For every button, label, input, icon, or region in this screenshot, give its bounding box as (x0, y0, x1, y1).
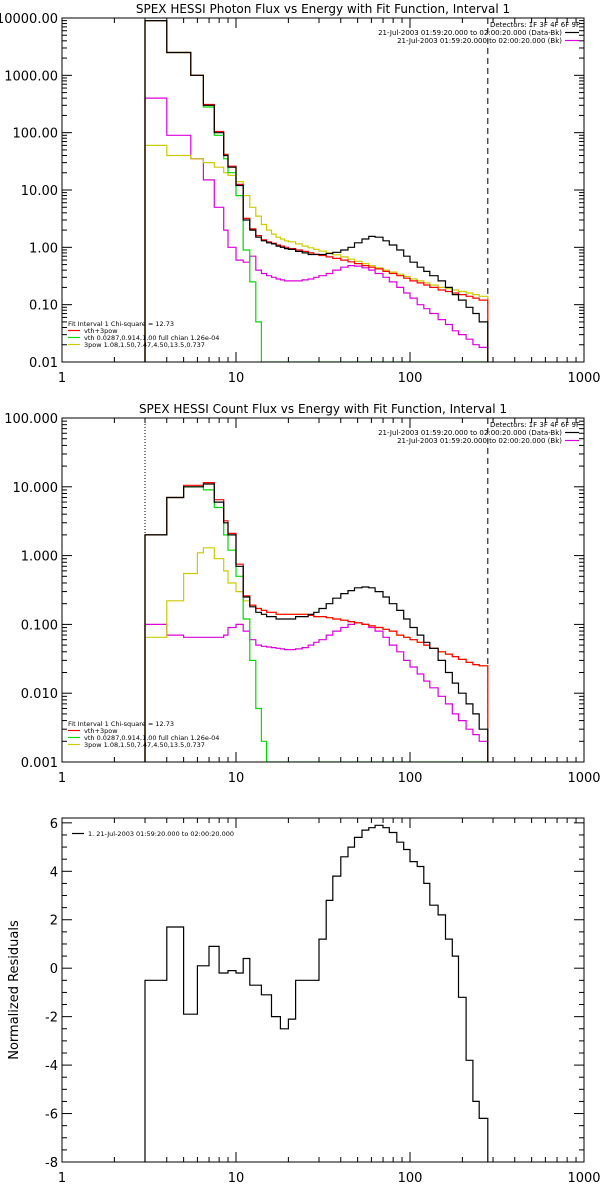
chart-1: SPEX HESSI Photon Flux vs Energy with Fi… (0, 2, 600, 386)
series-line-vth-3pow (144, 482, 489, 762)
legend-entry-text: 21-Jul-2003 01:59:20.000 to 02:00:20.000… (378, 429, 562, 437)
y-tick-label: 1000.00 (4, 69, 58, 84)
y-tick-label: 4 (50, 865, 58, 880)
legend-entry-text: vth 0.0287,0.914,1.00 full chian 1.26e-0… (84, 734, 219, 742)
series-line-data (144, 20, 489, 362)
y-tick-label: 1.000 (21, 550, 58, 565)
y-tick-label: -6 (45, 1108, 58, 1123)
series-line-background (144, 622, 489, 762)
y-tick-label: 100.000 (4, 412, 58, 427)
x-tick-label: 10 (228, 771, 245, 786)
x-tick-label: 1 (58, 1171, 66, 1186)
legend-entry-text: 21-Jul-2003 01:59:20.000 to 02:00:20.000… (397, 37, 562, 45)
y-tick-label: 10000.00 (0, 12, 58, 27)
y-tick-label: 10.00 (21, 184, 58, 199)
x-tick-label: 10 (228, 1171, 245, 1186)
x-tick-label: 1 (58, 371, 66, 386)
series-line-3pow (144, 144, 489, 362)
series-line-residuals (144, 824, 489, 1162)
legend-detectors-text: Detectors: 1F 3F 4F 6F 9F (490, 421, 580, 429)
y-tick-label: 0.100 (21, 618, 58, 633)
y-tick-label: -2 (45, 1011, 58, 1026)
x-tick-label: 100 (398, 371, 423, 386)
y-tick-label: -8 (45, 1156, 58, 1171)
chart-2: SPEX HESSI Count Flux vs Energy with Fit… (4, 402, 600, 786)
chart-title: SPEX HESSI Photon Flux vs Energy with Fi… (136, 2, 510, 16)
y-tick-label: -4 (45, 1059, 58, 1074)
y-tick-label: 10.000 (13, 481, 59, 496)
series-line-data (144, 483, 489, 762)
y-tick-label: 0.001 (21, 756, 58, 771)
plot-frame (61, 17, 585, 363)
legend-entry-text: vth+3pow (84, 327, 118, 335)
series-line-vth (144, 486, 488, 762)
x-tick-label: 1000 (567, 371, 600, 386)
legend-entry-text: 21-Jul-2003 01:59:20.000 to 02:00:20.000… (378, 29, 562, 37)
legend-detectors-text: Detectors: 1F 3F 4F 6F 9F (490, 21, 580, 29)
y-tick-label: 0.10 (29, 299, 58, 314)
series-line-3pow (144, 547, 489, 762)
legend-entry-text: 3pow 1.08,1.50,7.47,4.50,13.5,0.737 (84, 341, 205, 349)
y-tick-label: 0.010 (21, 687, 58, 702)
x-tick-label: 10 (228, 371, 245, 386)
plot-frame (61, 817, 585, 1163)
x-tick-label: 100 (398, 771, 423, 786)
series-line-vth (144, 20, 488, 362)
legend-entry-text: 1. 21-Jul-2003 01:59:20.000 to 02:00:20.… (88, 830, 234, 838)
chart-title: SPEX HESSI Count Flux vs Energy with Fit… (139, 402, 507, 416)
y-tick-label: 0 (50, 962, 58, 977)
legend-fit-interval-text: Fit Interval 1 Chi-square = 12.73 (68, 720, 174, 728)
legend-fit-interval-text: Fit Interval 1 Chi-square = 12.73 (68, 320, 174, 328)
x-tick-label: 1 (58, 771, 66, 786)
y-tick-label: 6 (50, 817, 58, 832)
y-tick-label: 2 (50, 914, 58, 929)
series-line-vth-3pow (144, 20, 489, 362)
y-axis-label: Normalized Residuals (7, 920, 22, 1060)
chart-3: 1 10 100 1000 -8 -6 -4 -2 0 2 4 6 Normalized Residua… (7, 817, 600, 1186)
x-tick-label: 1000 (567, 1171, 600, 1186)
y-tick-label: 0.01 (29, 356, 58, 371)
x-tick-label: 100 (398, 1171, 423, 1186)
legend-entry-text: 21-Jul-2003 01:59:20.000 to 02:00:20.000… (397, 437, 562, 445)
legend-entry-text: vth 0.0287,0.914,1.00 full chian 1.26e-0… (84, 334, 219, 342)
series-line-background (144, 97, 489, 362)
y-tick-label: 1.00 (29, 241, 58, 256)
x-tick-label: 1000 (567, 771, 600, 786)
legend-entry-text: 3pow 1.08,1.50,7.47,4.50,13.5,0.737 (84, 741, 205, 749)
y-tick-label: 100.00 (13, 127, 59, 142)
plot-frame (61, 417, 585, 763)
legend-entry-text: vth+3pow (84, 727, 118, 735)
